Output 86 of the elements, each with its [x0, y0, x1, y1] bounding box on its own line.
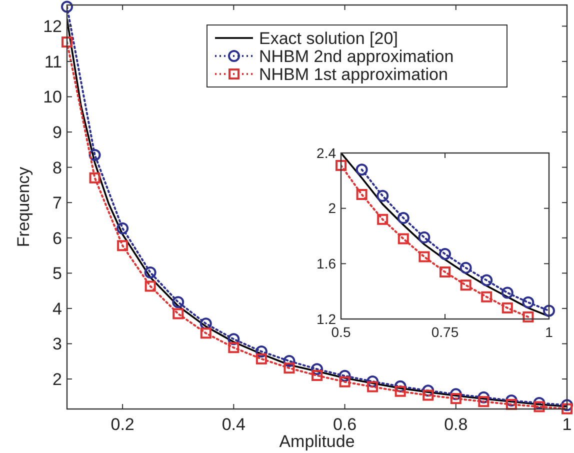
point [228, 342, 240, 354]
y-tick-label: 5 [52, 264, 62, 284]
point [522, 311, 534, 322]
y-tick-label: 2.4 [316, 144, 336, 161]
point [116, 222, 129, 234]
point [172, 296, 184, 308]
point [533, 397, 546, 409]
y-tick-label: 9 [52, 122, 62, 142]
point [61, 0, 73, 13]
point [200, 328, 212, 339]
point [200, 318, 212, 330]
x-tick-label: 0.8 [444, 415, 468, 434]
point [356, 189, 368, 200]
point [397, 212, 410, 224]
point [367, 381, 378, 392]
point [505, 394, 518, 407]
x-tick-label: 0.2 [110, 415, 134, 434]
y-tick-label: 2 [328, 200, 336, 216]
point [439, 248, 451, 260]
x-tick-label: 1 [562, 415, 572, 434]
point [450, 393, 462, 404]
x-axis-title: Amplitude [279, 432, 355, 451]
x-tick-label: 0.4 [222, 415, 246, 434]
y-tick-label: 1.2 [316, 310, 336, 327]
x-tick-label: 0.75 [431, 324, 459, 340]
point [172, 308, 184, 320]
point [480, 274, 493, 286]
y-tick-label: 8 [52, 158, 62, 178]
point [394, 380, 406, 392]
y-tick-label: 1.6 [316, 256, 336, 272]
point [394, 386, 406, 397]
point [356, 164, 368, 176]
point [522, 296, 534, 308]
point [255, 345, 268, 358]
point [422, 384, 434, 397]
point [418, 251, 430, 262]
y-tick-label: 12 [43, 17, 62, 36]
point [336, 160, 346, 171]
point [450, 388, 462, 400]
y-tick-label: 10 [43, 88, 62, 107]
point [422, 390, 434, 401]
point [339, 376, 350, 388]
point [62, 36, 72, 48]
point [311, 363, 323, 376]
point [366, 375, 379, 388]
point [312, 370, 322, 381]
point [144, 266, 156, 278]
point [460, 262, 472, 274]
y-tick-label: 7 [52, 194, 62, 213]
y-axis-title: Frequency [14, 166, 33, 248]
x-tick-label: 0.5 [331, 324, 351, 340]
x-tick-label: 0.6 [332, 415, 357, 434]
y-tick-label: 6 [52, 228, 62, 248]
y-tick-label: 11 [44, 52, 62, 72]
point [377, 214, 388, 225]
point [501, 286, 514, 299]
legend-label: Exact solution [20] [259, 28, 398, 48]
point [506, 398, 517, 410]
point [561, 399, 573, 412]
point [284, 362, 295, 374]
point [88, 148, 101, 161]
point [89, 172, 100, 184]
legend-label: NHBM 2nd approximation [259, 46, 454, 66]
y-tick-label: 2 [52, 370, 62, 389]
x-tick-label: 1 [545, 324, 554, 340]
point [144, 280, 156, 292]
point [478, 396, 490, 408]
point [562, 403, 572, 414]
point [418, 231, 430, 244]
point [478, 391, 490, 404]
point [460, 280, 472, 291]
point [481, 291, 492, 302]
point [338, 370, 351, 382]
legend-label: NHBM 1st approximation [259, 64, 448, 84]
point [440, 266, 450, 278]
y-tick-label: 4 [52, 299, 62, 318]
point [543, 304, 555, 317]
y-tick-label: 3 [52, 334, 62, 354]
point [534, 401, 545, 412]
point [502, 302, 513, 314]
point [256, 353, 267, 364]
point [228, 333, 240, 346]
point [398, 233, 409, 244]
point [376, 190, 389, 202]
point [283, 355, 296, 368]
point [117, 240, 128, 252]
